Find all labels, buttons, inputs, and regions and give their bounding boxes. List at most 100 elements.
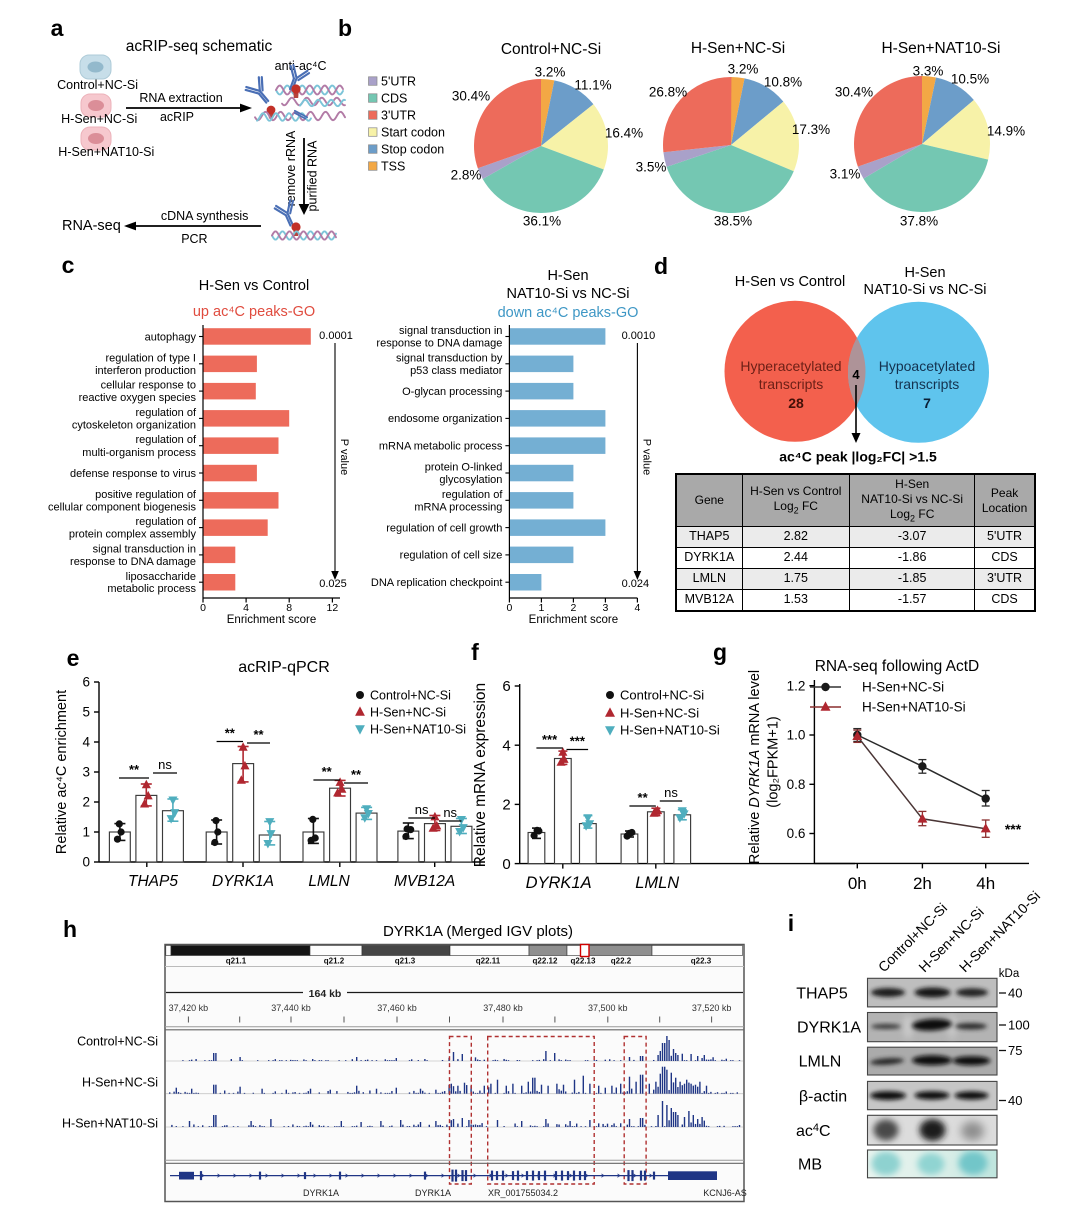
svg-text:100: 100 [1008,1018,1030,1033]
svg-text:TSS: TSS [381,159,405,173]
svg-text:regulation of: regulation of [135,407,196,419]
svg-text:H-Sen: H-Sen [547,268,588,284]
svg-text:2.8%: 2.8% [451,168,482,183]
svg-text:q21.1: q21.1 [226,957,247,966]
svg-text:ns: ns [158,757,172,772]
svg-text:26.8%: 26.8% [649,85,687,100]
svg-text:Control+NC-Si: Control+NC-Si [370,688,451,702]
svg-text:37,440 kb: 37,440 kb [271,1003,311,1013]
svg-text:LMLN: LMLN [635,874,679,892]
svg-text:down ac⁴C peaks-GO: down ac⁴C peaks-GO [498,305,639,321]
svg-text:H-Sen vs Control: H-Sen vs Control [735,274,845,290]
svg-text:H-Sen+NAT10-Si: H-Sen+NAT10-Si [62,1116,158,1130]
svg-text:5: 5 [82,705,90,720]
svg-text:XR_001755034.2: XR_001755034.2 [488,1188,558,1198]
svg-text:H-Sen+NC-Si: H-Sen+NC-Si [82,1075,158,1089]
svg-text:1: 1 [82,825,90,840]
svg-text:**: ** [253,727,264,742]
svg-text:q21.3: q21.3 [395,957,416,966]
svg-text:g: g [713,639,727,665]
svg-text:regulation of type I: regulation of type I [105,352,196,364]
svg-text:37,520 kb: 37,520 kb [692,1003,732,1013]
svg-text:cellular response to: cellular response to [101,380,196,392]
svg-text:H-Sen+NC-Si: H-Sen+NC-Si [691,40,785,57]
svg-text:0: 0 [506,602,512,614]
svg-text:mRNA metabolic process: mRNA metabolic process [379,441,503,453]
svg-text:RNA-seq following ActD: RNA-seq following ActD [815,658,980,675]
svg-text:3.1%: 3.1% [830,167,861,182]
svg-text:3'UTR: 3'UTR [381,108,416,122]
svg-text:2: 2 [570,602,576,614]
svg-text:6: 6 [502,678,510,695]
svg-text:signal transduction in: signal transduction in [93,543,196,555]
svg-text:LMLN: LMLN [308,873,350,890]
svg-text:regulation of: regulation of [135,516,196,528]
svg-text:signal transduction in: signal transduction in [399,325,502,337]
svg-text:transcripts: transcripts [895,376,960,392]
svg-text:Relative ac⁴C enrichment: Relative ac⁴C enrichment [54,690,70,854]
svg-text:5'UTR: 5'UTR [381,74,416,88]
svg-text:endosome organization: endosome organization [388,413,502,425]
svg-text:purified RNA: purified RNA [306,140,320,212]
svg-text:0.025: 0.025 [319,578,347,590]
svg-text:H-Sen+NAT10-Si: H-Sen+NAT10-Si [370,722,466,736]
svg-text:3: 3 [82,765,90,780]
svg-text:i: i [788,910,794,936]
svg-text:RNA-seq: RNA-seq [62,218,121,234]
svg-text:p53 class mediator: p53 class mediator [410,365,503,377]
svg-text:***: *** [570,734,586,749]
svg-text:THAP5: THAP5 [128,873,178,890]
svg-text:Control+NC-Si: Control+NC-Si [501,41,601,58]
svg-text:***: *** [1005,821,1022,837]
svg-text:Relative DYRK1A mRNA level: Relative DYRK1A mRNA level [747,670,763,864]
svg-text:THAP5: THAP5 [796,986,848,1003]
svg-text:28: 28 [788,395,804,411]
svg-text:14.9%: 14.9% [987,124,1025,139]
svg-text:Hypoacetylated: Hypoacetylated [879,358,976,374]
svg-text:DNA replication checkpoint: DNA replication checkpoint [371,577,502,589]
svg-text:8: 8 [286,602,292,614]
svg-text:q22.2: q22.2 [611,957,632,966]
svg-text:36.1%: 36.1% [523,214,561,229]
svg-text:cDNA synthesis: cDNA synthesis [161,209,249,223]
svg-text:40: 40 [1008,986,1022,1001]
svg-text:Control+NC-Si: Control+NC-Si [57,78,138,92]
svg-text:38.5%: 38.5% [714,214,752,229]
svg-text:NAT10-Si vs NC-Si: NAT10-Si vs NC-Si [507,286,630,302]
svg-text:DYRK1A: DYRK1A [797,1020,861,1037]
svg-text:transcripts: transcripts [759,376,824,392]
svg-text:**: ** [351,767,362,782]
svg-text:11.1%: 11.1% [574,78,611,93]
svg-text:4: 4 [634,602,640,614]
svg-text:Relative mRNA expression: Relative mRNA expression [472,683,489,867]
svg-text:Stop codon: Stop codon [381,142,444,156]
svg-text:a: a [51,15,64,41]
svg-text:H-Sen: H-Sen [904,265,945,281]
svg-text:d: d [654,253,668,279]
svg-text:cellular component biogenesis: cellular component biogenesis [48,501,196,513]
svg-text:12: 12 [327,602,339,614]
svg-text:6: 6 [82,675,90,690]
svg-text:1: 1 [538,602,544,614]
svg-text:10.5%: 10.5% [951,72,989,87]
svg-text:MB: MB [798,1157,822,1174]
svg-text:0h: 0h [848,874,867,893]
svg-text:1.2: 1.2 [787,678,806,693]
svg-text:75: 75 [1008,1043,1022,1058]
svg-text:RNA extraction: RNA extraction [139,91,222,105]
svg-text:response to DNA damage: response to DNA damage [376,338,502,350]
svg-text:CDS: CDS [381,91,407,105]
svg-text:Enrichment score: Enrichment score [227,614,316,626]
svg-text:3.2%: 3.2% [728,62,759,77]
svg-text:0: 0 [82,855,90,870]
svg-text:NAT10-Si vs NC-Si: NAT10-Si vs NC-Si [864,282,987,298]
svg-text:kDa: kDa [999,968,1020,980]
svg-text:e: e [67,645,80,671]
svg-text:q22.3: q22.3 [691,957,712,966]
svg-text:positive regulation of: positive regulation of [95,489,197,501]
svg-text:defense response to virus: defense response to virus [70,468,196,480]
svg-text:37,500 kb: 37,500 kb [588,1003,628,1013]
svg-text:30.4%: 30.4% [452,89,490,104]
svg-text:Enrichment score: Enrichment score [529,614,618,626]
svg-text:c: c [62,252,75,278]
